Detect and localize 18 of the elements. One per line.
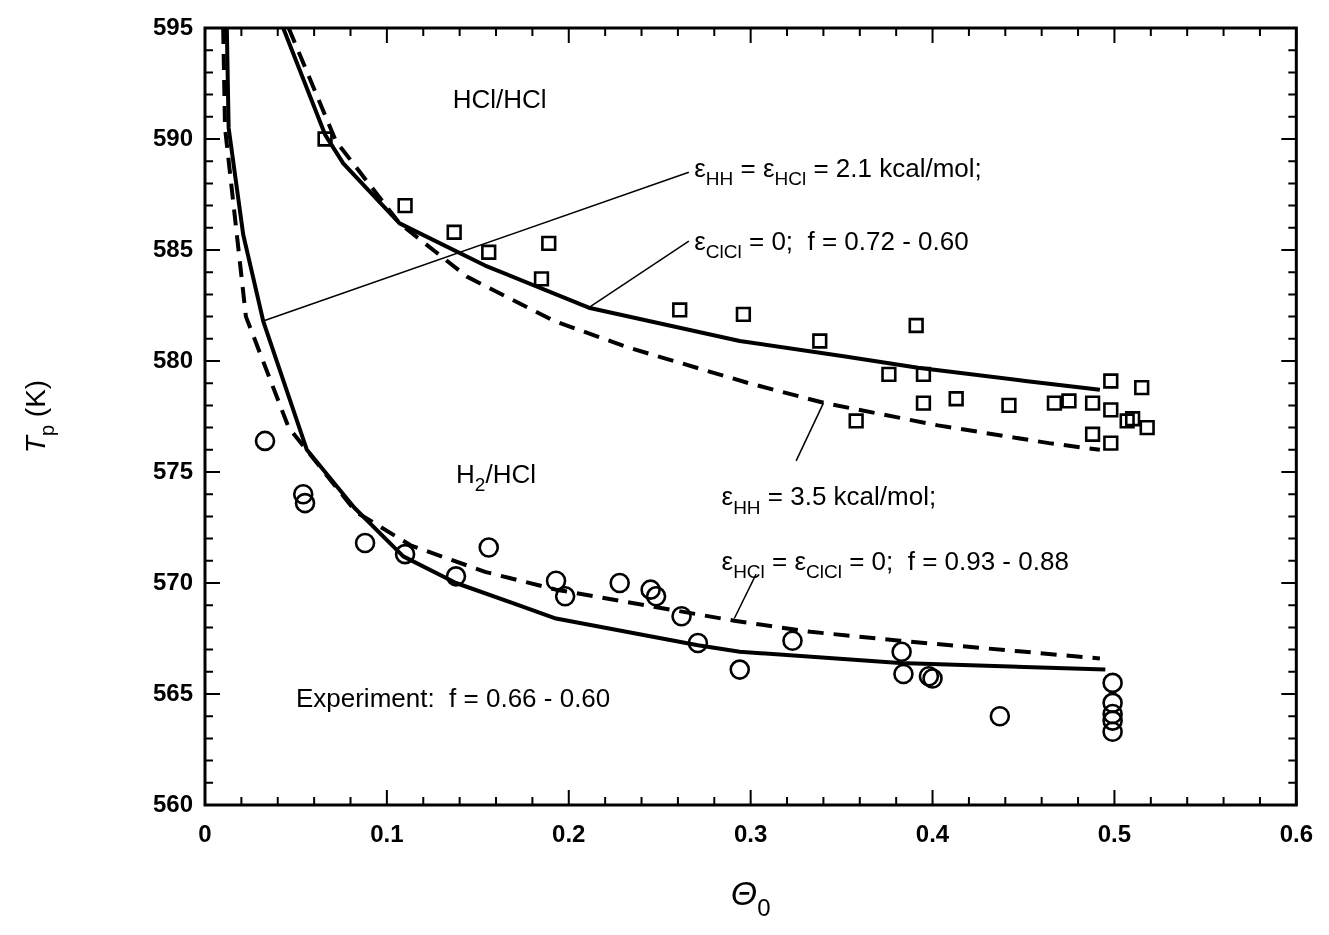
y-tick-label: 570 <box>152 567 193 595</box>
x-tick-label: 0 <box>198 820 212 848</box>
x-tick-label: 0.3 <box>733 820 768 848</box>
x-tick-label: 0.4 <box>915 820 950 848</box>
x-tick-label: 0.1 <box>370 820 404 848</box>
y-tick-label: 575 <box>152 456 193 484</box>
y-tick-label: 560 <box>152 789 193 817</box>
y-tick-label: 595 <box>152 12 193 40</box>
x-tick-label: 0.6 <box>1279 820 1314 848</box>
annotation: HCl/HCl <box>452 83 547 114</box>
y-axis-title: Tp (K) <box>20 379 58 454</box>
y-tick-label: 580 <box>152 345 193 373</box>
annotation: Experiment: f = 0.66 - 0.60 <box>295 683 611 714</box>
y-tick-label: 565 <box>152 678 193 706</box>
y-tick-label: 585 <box>152 234 193 262</box>
x-tick-label: 0.2 <box>552 820 586 848</box>
x-tick-label: 0.5 <box>1097 820 1132 848</box>
y-tick-label: 590 <box>152 123 193 151</box>
